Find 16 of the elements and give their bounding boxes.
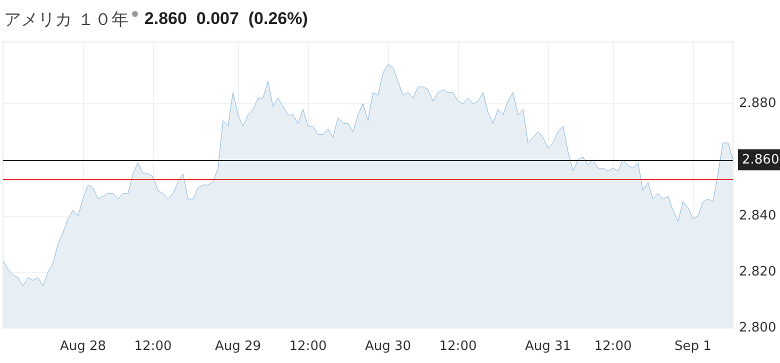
x-tick-label: 12:00 [134, 339, 172, 354]
y-tick-label: 2.820 [739, 264, 776, 280]
y-tick-label: 2.800 [739, 320, 776, 336]
ref-line-label: 2.860 [742, 152, 780, 168]
chart-title: アメリカ １０年 [4, 8, 128, 30]
x-tick-label: 12:00 [594, 339, 632, 354]
x-tick-label: 12:00 [439, 339, 477, 354]
chart-subtitle: 2.860 0.007 (0.26%) [144, 9, 308, 29]
x-tick-label: Aug 31 [524, 339, 572, 354]
x-tick-label: Aug 29 [214, 339, 262, 354]
y-tick-label: 2.880 [739, 96, 776, 112]
x-tick-label: 12:00 [289, 339, 327, 354]
x-tick-label: Aug 28 [60, 339, 106, 354]
x-tick-label: Sep 1 [674, 339, 712, 354]
x-tick-label: Aug 30 [364, 339, 412, 354]
y-tick-label: 2.840 [739, 208, 776, 224]
